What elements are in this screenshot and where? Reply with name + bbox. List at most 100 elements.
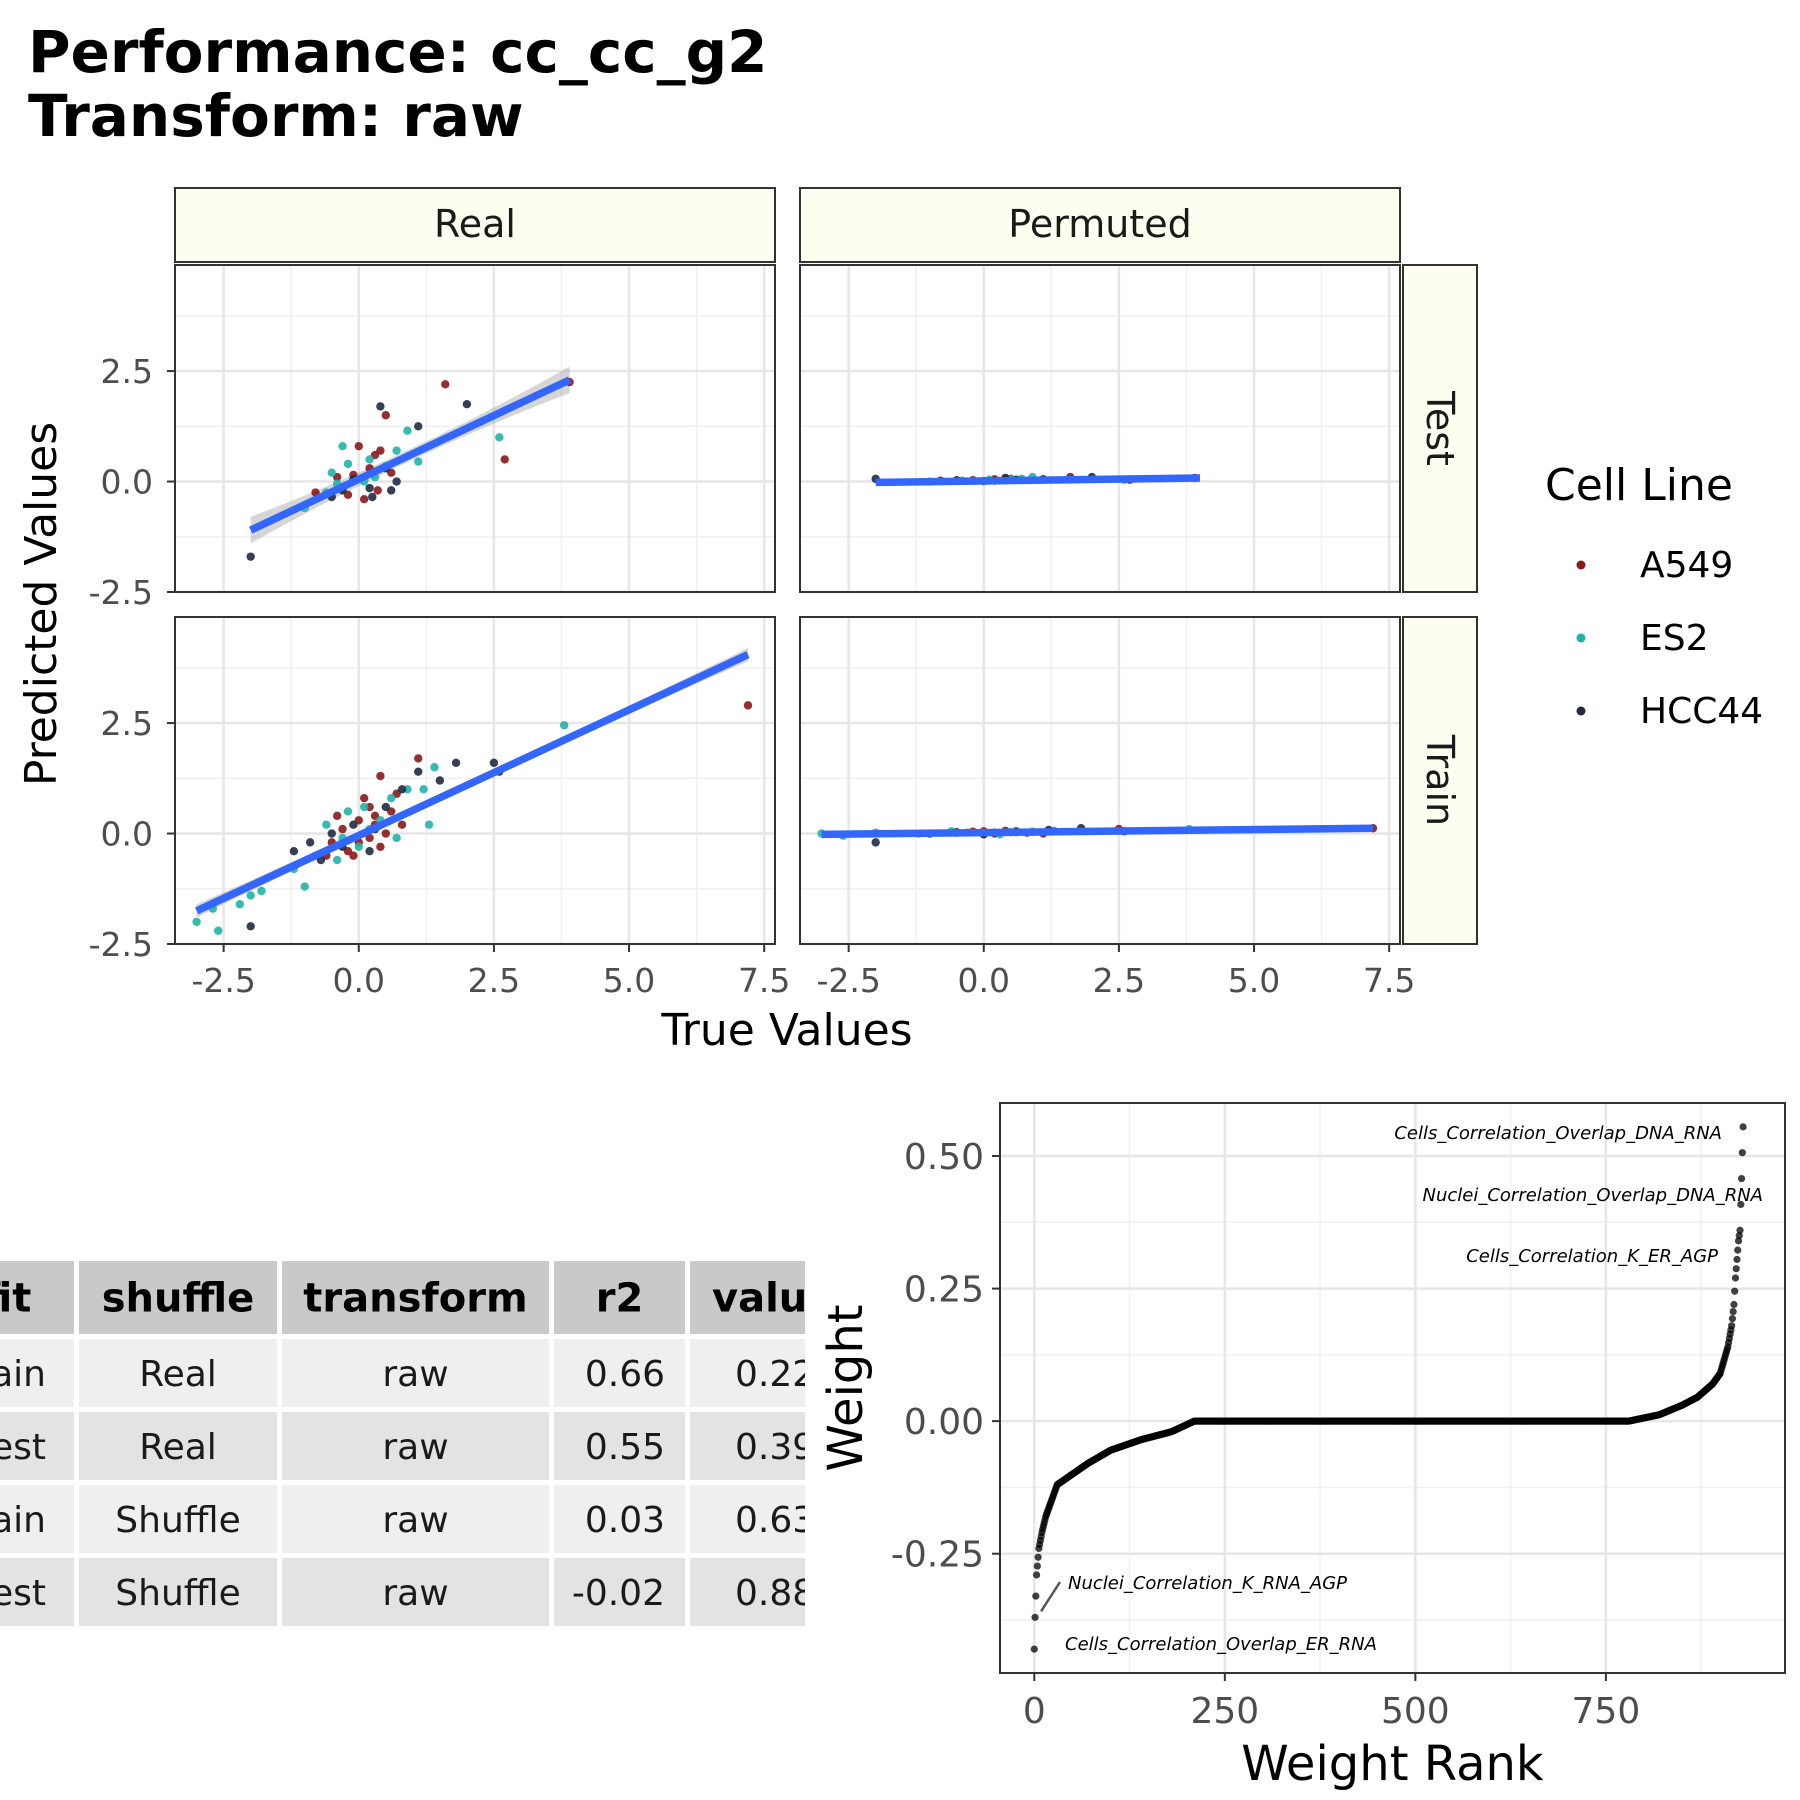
point-hcc44 [392, 477, 401, 486]
x-axis-title: Weight Rank [1241, 1736, 1544, 1792]
cell-line-legend: Cell Line A549 ES2 HCC44 [1545, 460, 1763, 732]
y-tick-label: 0.00 [904, 1402, 984, 1443]
point-hcc44 [376, 402, 385, 411]
table-cell: est [0, 1427, 46, 1468]
weight-point [1730, 1300, 1738, 1309]
y-tick-label: 2.5 [101, 352, 153, 391]
strip-label-permuted: Permuted [1008, 202, 1191, 246]
table-cell: 0.39 [735, 1427, 815, 1468]
table-cell-bg [79, 1485, 277, 1553]
weight-point [1031, 1613, 1039, 1621]
table-cell-bg [0, 1558, 74, 1626]
panel-border [999, 1102, 1786, 1674]
point-a549 [376, 842, 385, 851]
table-cell: Shuffle [115, 1573, 240, 1614]
x-tick-label: 7.5 [1363, 961, 1415, 1000]
weight-point [1729, 1307, 1737, 1316]
point-es2 [300, 882, 309, 891]
y-tick-label: 0.0 [101, 815, 153, 854]
point-hcc44 [397, 785, 407, 794]
point-es2 [192, 917, 201, 927]
table-cell-bg [282, 1339, 549, 1407]
point-es2 [332, 855, 342, 865]
x-tick-label: 2.5 [468, 961, 520, 1000]
x-tick-label: 7.5 [738, 961, 790, 1000]
point-hcc44 [414, 422, 423, 431]
fit-line [195, 651, 750, 915]
weight-point [1737, 1174, 1746, 1183]
point-hcc44 [489, 758, 499, 768]
y-axis-title: Weight [818, 1304, 874, 1471]
strip-label-test: Test [1418, 390, 1462, 466]
point-es2 [246, 891, 255, 900]
x-tick-label: 250 [1190, 1691, 1259, 1732]
weight-point [1738, 1149, 1746, 1157]
point-a549 [376, 446, 385, 455]
table-cell: ain [0, 1354, 46, 1395]
weight-point [1734, 1237, 1743, 1245]
table-cell: 0.66 [585, 1354, 665, 1395]
point-a549 [381, 829, 391, 838]
point-a549 [365, 833, 374, 843]
facet-scatter-chart: Real Permuted Test Train -2.5 0.0 2.5 -2.5 0.0 2.… [16, 187, 1478, 1056]
point-a549 [354, 441, 363, 451]
point-hcc44 [289, 847, 299, 856]
y-tick-label: -0.25 [891, 1535, 984, 1576]
point-a549 [332, 811, 342, 821]
x-tick-label: 0.0 [958, 961, 1010, 1000]
y-axis-title: Predicted Values [16, 422, 67, 786]
point-es2 [559, 721, 569, 730]
point-es2 [365, 455, 374, 464]
x-axis-title: True Values [660, 1005, 912, 1056]
point-es2 [392, 446, 401, 455]
table-cell: ain [0, 1500, 46, 1541]
strip-col-permuted [799, 187, 1401, 263]
x-tick-label: 0.0 [333, 961, 385, 1000]
point-hcc44 [451, 758, 461, 768]
point-hcc44 [381, 802, 391, 812]
table-cell-bg [0, 1485, 74, 1553]
table-header-cell [690, 1261, 805, 1334]
table-cell-bg [79, 1412, 277, 1480]
table-cell-bg [554, 1558, 685, 1626]
weight-rank-chart: Cells_Correlation_Overlap_DNA_RNA Nuclei_… [818, 1102, 1786, 1792]
weight-point [1734, 1246, 1742, 1254]
table-cell: 0.55 [585, 1427, 665, 1468]
weight-point [1731, 1274, 1740, 1282]
table-cell-bg [690, 1558, 805, 1626]
point-hcc44 [246, 922, 255, 931]
point-hcc44 [327, 829, 336, 838]
point-hcc44 [368, 492, 377, 502]
panel-border [799, 616, 1401, 945]
point-hcc44 [871, 838, 880, 847]
table-clip-mask [805, 1255, 865, 1635]
table-cell-bg [282, 1558, 549, 1626]
point-es2 [359, 802, 369, 812]
point-a549 [349, 851, 358, 860]
point-hcc44 [365, 847, 374, 856]
point-es2 [235, 900, 245, 909]
weight-point [1034, 1553, 1042, 1561]
point-es2 [424, 820, 434, 829]
panel-real-train [174, 616, 776, 946]
title-line-1: Performance: cc_cc_g2 [28, 18, 768, 86]
weight-point [1735, 1231, 1743, 1240]
point-a549 [500, 455, 509, 464]
table-header-shuffle: shuffle [102, 1276, 255, 1322]
point-es2 [419, 785, 428, 794]
weight-point [1733, 1255, 1741, 1264]
point-a549 [376, 771, 385, 781]
x-tick-label: 500 [1381, 1691, 1450, 1732]
point-es2 [338, 441, 347, 451]
weight-point [1732, 1265, 1740, 1273]
legend-title: Cell Line [1545, 460, 1733, 511]
table-cell: 0.03 [585, 1500, 665, 1541]
table-cell: raw [382, 1427, 448, 1468]
legend-key-es2 [1576, 633, 1586, 643]
point-a549 [381, 411, 391, 420]
point-hcc44 [246, 552, 255, 561]
point-es2 [387, 793, 396, 803]
point-a549 [414, 754, 423, 763]
legend-label-a549: A549 [1640, 545, 1733, 586]
point-es2 [430, 763, 439, 772]
